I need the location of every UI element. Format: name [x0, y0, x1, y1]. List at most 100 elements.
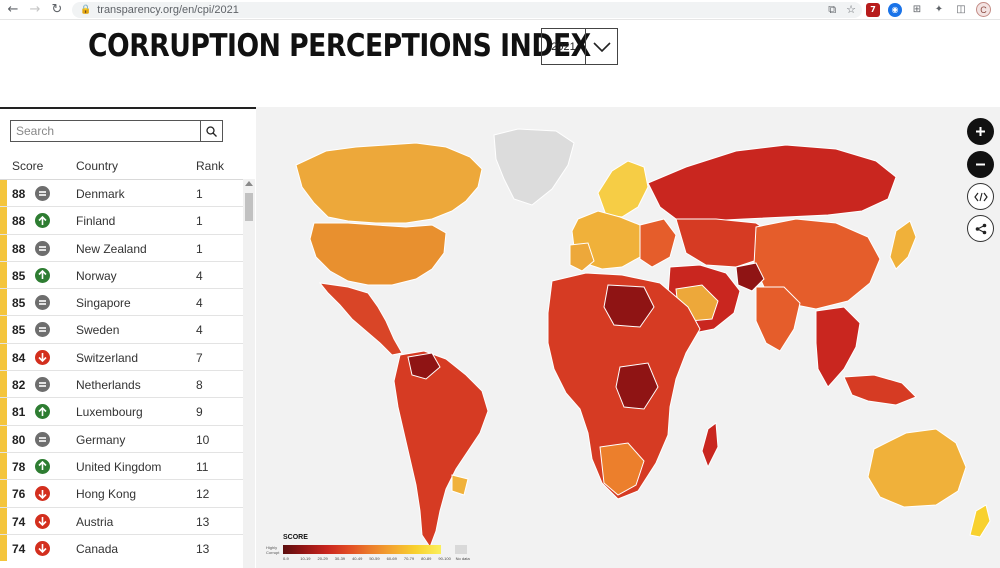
score-value: 88: [12, 241, 26, 256]
chevron-down-icon[interactable]: [586, 29, 617, 64]
table-row[interactable]: 74 Austria 13: [0, 506, 243, 534]
scroll-up-icon[interactable]: [245, 181, 253, 186]
table-row[interactable]: 85 Norway 4: [0, 260, 243, 289]
trend-badge: [35, 322, 50, 338]
share-icon[interactable]: ⧉: [828, 3, 837, 16]
rank-column-header[interactable]: Rank: [196, 159, 225, 173]
table-row[interactable]: 82 Netherlands 8: [0, 370, 243, 398]
back-button[interactable]: ←: [7, 2, 19, 17]
iberia-region: [569, 242, 595, 272]
arrow-down-icon: [38, 544, 47, 554]
score-legend: SCORE Highly Corrupt 0-9 10-19 20-29 30-39 4…: [266, 534, 476, 568]
search-button[interactable]: [200, 121, 222, 141]
search-input[interactable]: [11, 121, 200, 141]
country-name[interactable]: Germany: [76, 432, 126, 447]
venezuela-region: [407, 352, 441, 380]
legend-title: SCORE: [283, 534, 308, 541]
country-name[interactable]: Denmark: [76, 187, 125, 201]
score-color-stripe: [0, 507, 7, 534]
reload-button[interactable]: ↻: [51, 2, 63, 17]
country-name[interactable]: Singapore: [76, 296, 131, 311]
table-row[interactable]: 78 United Kingdom 11: [0, 451, 243, 480]
equals-icon: [39, 327, 46, 333]
extension-blue-icon[interactable]: ◉: [888, 2, 902, 17]
table-row[interactable]: 84 Switzerland 7: [0, 342, 243, 371]
canada-region: [295, 142, 483, 224]
world-map-canvas[interactable]: [256, 107, 1000, 568]
legend-no-data-label: No data: [455, 556, 470, 561]
japan-region: [889, 220, 917, 270]
equals-icon: [39, 191, 46, 196]
table-row[interactable]: 88 Finland 1: [0, 206, 243, 234]
world-map[interactable]: [256, 107, 1000, 568]
divider: [0, 107, 256, 109]
score-column-header[interactable]: Score: [12, 159, 44, 173]
country-name[interactable]: Sweden: [76, 323, 120, 338]
table-row[interactable]: 74 Canada 13: [0, 533, 243, 562]
country-name[interactable]: United Kingdom: [76, 459, 162, 474]
legend-low-label: Highly Corrupt: [266, 545, 280, 555]
url-text: transparency.org/en/cpi/2021: [97, 4, 239, 16]
table-row[interactable]: 85 Sweden 4: [0, 315, 243, 343]
legend-tick-label: 10-19: [300, 556, 311, 561]
score-color-stripe: [0, 452, 7, 480]
score-value: 85: [12, 296, 26, 311]
new-zealand-region: [969, 504, 991, 538]
china-region: [753, 218, 881, 310]
country-name[interactable]: Netherlands: [76, 378, 141, 393]
zoom-in-button[interactable]: [967, 118, 994, 145]
zoom-out-button[interactable]: [967, 151, 994, 178]
legend-tick-label: 20-29: [317, 556, 328, 561]
central-africa-region: [615, 362, 659, 410]
share-map-button[interactable]: [967, 215, 994, 242]
search-box: [10, 120, 223, 142]
country-name[interactable]: Canada: [76, 541, 119, 556]
embed-button[interactable]: [967, 183, 994, 210]
forward-button[interactable]: →: [29, 2, 41, 17]
trend-badge: [35, 213, 50, 229]
country-name[interactable]: Finland: [76, 214, 116, 229]
puzzle-icon[interactable]: ✦: [934, 4, 944, 15]
profile-avatar[interactable]: C: [976, 2, 991, 17]
sidepanel-icon[interactable]: ◫: [956, 4, 966, 15]
score-color-stripe: [0, 480, 7, 507]
arrow-up-icon: [38, 215, 47, 225]
score-value: 85: [12, 323, 26, 338]
browser-toolbar: ← → ↻ 🔒 transparency.org/en/cpi/2021 ⧉ ☆…: [0, 0, 1000, 20]
table-row[interactable]: 80 Germany 10: [0, 424, 243, 452]
table-row[interactable]: 88 Denmark 1: [0, 179, 243, 207]
russia-region: [647, 144, 897, 222]
table-row[interactable]: 85 Singapore 4: [0, 288, 243, 316]
score-color-stripe: [0, 316, 7, 343]
table-row[interactable]: 81 Luxembourg 9: [0, 397, 243, 425]
extension-grid-icon[interactable]: ⊞: [912, 4, 922, 15]
trend-badge: [35, 458, 50, 474]
address-bar[interactable]: 🔒 transparency.org/en/cpi/2021 ⧉ ☆: [72, 2, 862, 18]
list-header: Score Country Rank: [0, 159, 243, 179]
country-name[interactable]: Luxembourg: [76, 405, 143, 420]
arrow-up-icon: [38, 461, 47, 471]
country-name[interactable]: Norway: [76, 268, 117, 283]
country-name[interactable]: Switzerland: [76, 350, 139, 365]
equals-icon: [39, 436, 46, 442]
scroll-thumb[interactable]: [245, 193, 253, 221]
south-america-region: [393, 350, 489, 549]
score-color-stripe: [0, 180, 7, 207]
scrollbar[interactable]: [243, 179, 255, 568]
year-select[interactable]: 2021: [541, 28, 618, 65]
score-color-stripe: [0, 425, 7, 452]
table-row[interactable]: 88 New Zealand 1: [0, 233, 243, 261]
country-name[interactable]: Austria: [76, 514, 114, 529]
country-name[interactable]: Hong Kong: [76, 487, 137, 502]
star-icon[interactable]: ☆: [846, 3, 856, 16]
score-value: 74: [12, 514, 26, 529]
extension-badge-icon[interactable]: 7: [866, 2, 880, 17]
country-column-header[interactable]: Country: [76, 159, 119, 173]
country-name[interactable]: New Zealand: [76, 241, 147, 256]
score-value: 81: [12, 405, 26, 420]
score-value: 88: [12, 187, 26, 201]
score-value: 80: [12, 432, 26, 447]
table-row[interactable]: 76 Hong Kong 12: [0, 479, 243, 507]
rank-value: 9: [196, 405, 203, 420]
madagascar-region: [701, 422, 719, 469]
